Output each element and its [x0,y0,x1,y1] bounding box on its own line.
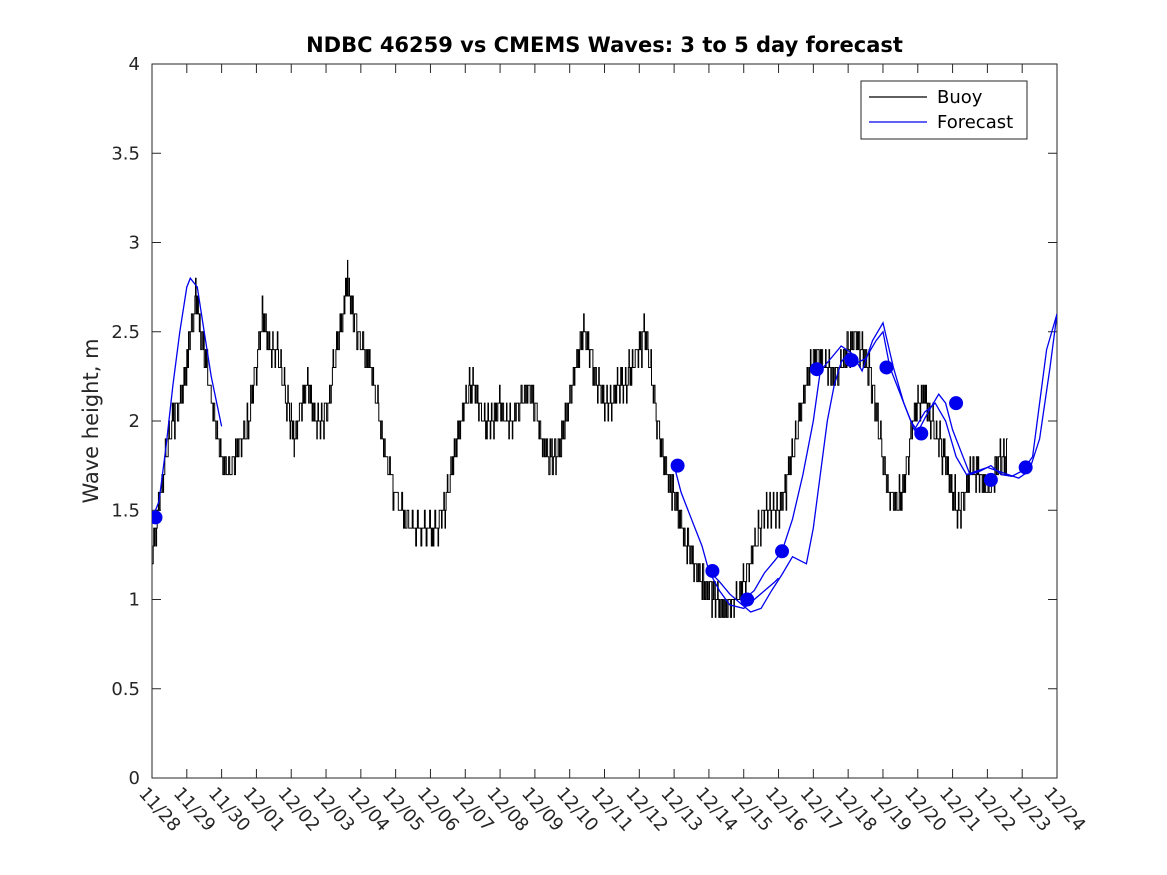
forecast-marker [1018,460,1033,475]
forecast-line [673,465,779,610]
series-group [152,259,1057,618]
y-tick-label: 0.5 [111,679,140,700]
forecast-marker [983,472,998,487]
legend-label: Buoy [937,87,983,108]
y-tick-label: 2 [129,411,140,432]
forecast-marker [152,510,163,525]
buoy-line [152,259,1008,618]
forecast-line [152,276,223,520]
forecast-marker [705,563,720,578]
y-axis-label: Wave height, m [79,338,103,503]
forecast-line [743,313,1057,600]
plot-area: 00.511.522.533.5411/2811/2911/3012/0112/… [111,54,1089,836]
forecast-marker [670,458,685,473]
legend-label: Forecast [937,112,1013,133]
forecast-marker [879,360,894,375]
y-tick-label: 1 [129,590,140,611]
forecast-marker [844,353,859,368]
y-tick-label: 0 [129,768,140,789]
forecast-marker [914,426,929,441]
forecast-marker [740,592,755,607]
y-tick-label: 3 [129,233,140,254]
y-tick-label: 1.5 [111,500,140,521]
y-tick-label: 2.5 [111,322,140,343]
chart-title: NDBC 46259 vs CMEMS Waves: 3 to 5 day fo… [306,33,903,57]
forecast-marker [949,396,964,411]
forecast-marker [809,362,824,377]
y-tick-label: 4 [129,54,140,75]
forecast-marker [775,544,790,559]
y-tick-label: 3.5 [111,143,140,164]
legend-box [860,80,1028,140]
